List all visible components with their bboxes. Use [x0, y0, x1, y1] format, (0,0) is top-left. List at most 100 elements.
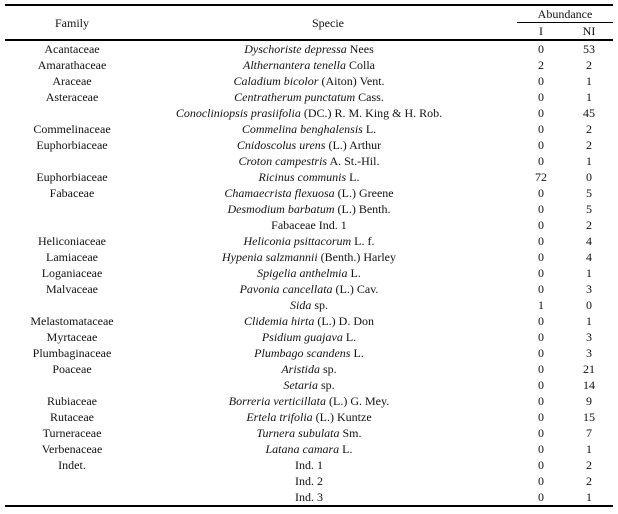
table-row: Indet. Ind. 1 0 2 — [5, 457, 613, 473]
abundance-i-cell: 0 — [538, 266, 544, 280]
abundance-i-cell: 0 — [538, 410, 544, 424]
abundance-ni-cell: 1 — [586, 266, 592, 280]
species-authority: Sm. — [339, 426, 362, 440]
species-authority: L. — [350, 346, 364, 360]
specie-cell: Althernantera tenella Colla — [139, 57, 517, 73]
abundance-ni-cell: 3 — [586, 346, 592, 360]
species-scientific-name: Pavonia cancellata — [239, 282, 333, 296]
specie-cell: Heliconia psittacorum L. f. — [139, 233, 517, 249]
specie-cell: Hypenia salzmannii (Benth.) Harley — [139, 249, 517, 265]
abundance-ni-cell: 0 — [586, 170, 592, 184]
species-scientific-name: Althernantera tenella — [243, 58, 346, 72]
abundance-i-cell: 0 — [538, 122, 544, 136]
specie-cell: Desmodium barbatum (L.) Benth. — [139, 201, 517, 217]
table-row: Ind. 3 0 1 — [5, 489, 613, 506]
specie-cell: Turnera subulata Sm. — [139, 425, 517, 441]
species-scientific-name: Latana camara — [265, 442, 340, 456]
species-abundance-table: Family Specie Abundance I NI Acantaceae D… — [5, 4, 613, 507]
table-row: Verbenaceae Latana camara L. 0 1 — [5, 441, 613, 457]
header-row-sub: I NI — [5, 23, 613, 41]
species-scientific-name: Ricinus communis — [258, 170, 347, 184]
abundance-ni-cell: 4 — [586, 250, 592, 264]
abundance-i-cell: 0 — [538, 186, 544, 200]
abundance-ni-cell: 1 — [586, 154, 592, 168]
abundance-i-cell: 0 — [538, 106, 544, 120]
species-scientific-name: Ertela trifolia — [246, 410, 313, 424]
table-row: Rutaceae Ertela trifolia (L.) Kuntze 0 15 — [5, 409, 613, 425]
specie-cell: Borreria verticillata (L.) G. Mey. — [139, 393, 517, 409]
species-authority: sp. — [311, 298, 328, 312]
family-cell: Acantaceae — [44, 42, 100, 56]
species-authority: (L.) Cav. — [332, 282, 379, 296]
abundance-ni-cell: 4 — [586, 234, 592, 248]
abundance-ni-cell: 21 — [583, 362, 595, 376]
family-cell: Turneraceae — [42, 426, 102, 440]
table-header: Family Specie Abundance I NI — [5, 5, 613, 40]
family-cell — [5, 489, 139, 506]
specie-cell: Conocliniopsis prasiifolia (DC.) R. M. K… — [139, 105, 517, 121]
species-authority: (DC.) R. M. King & H. Rob. — [300, 106, 443, 120]
abundance-i-cell: 0 — [538, 282, 544, 296]
species-authority: (L.) Benth. — [334, 202, 391, 216]
specie-cell: Centratherum punctatum Cass. — [139, 89, 517, 105]
species-authority: (Aiton) Vent. — [318, 74, 385, 88]
table-row: Heliconiaceae Heliconia psittacorum L. f.… — [5, 233, 613, 249]
table-row: Poaceae Aristida sp. 0 21 — [5, 361, 613, 377]
specie-cell: Ind. 3 — [139, 489, 517, 506]
species-scientific-name: Conocliniopsis prasiifolia — [175, 106, 301, 120]
abundance-i-cell: 2 — [538, 58, 544, 72]
abundance-i-cell: 0 — [538, 154, 544, 168]
abundance-i-cell: 72 — [535, 170, 547, 184]
family-cell: Euphorbiaceae — [36, 138, 108, 152]
species-authority: Colla — [345, 58, 375, 72]
abundance-i-cell: 0 — [538, 442, 544, 456]
abundance-ni-cell: 1 — [586, 442, 592, 456]
family-cell: Plumbaginaceae — [32, 346, 112, 360]
family-cell: Commelinaceae — [33, 122, 111, 136]
species-scientific-name: Borreria verticillata — [228, 394, 326, 408]
specie-cell: Chamaecrista flexuosa (L.) Greene — [139, 185, 517, 201]
family-cell: Fabaceae — [49, 186, 95, 200]
species-authority: sp. — [318, 378, 335, 392]
species-authority: L. f. — [351, 234, 375, 248]
abundance-ni-cell: 2 — [586, 122, 592, 136]
family-cell: Heliconiaceae — [38, 234, 106, 248]
table-row: Melastomataceae Clidemia hirta (L.) D. Do… — [5, 313, 613, 329]
abundance-i-cell: 0 — [538, 394, 544, 408]
col-header-specie: Specie — [312, 15, 344, 30]
species-authority: L. — [342, 330, 357, 344]
species-scientific-name: Aristida — [281, 362, 320, 376]
specie-cell: Psidium guajava L. — [139, 329, 517, 345]
species-scientific-name: Centratherum punctatum — [234, 90, 356, 104]
abundance-i-cell: 0 — [538, 426, 544, 440]
header-row-top: Family Specie Abundance — [5, 5, 613, 30]
family-cell: Indet. — [58, 458, 86, 472]
specie-cell: Ricinus communis L. — [139, 169, 517, 185]
species-scientific-name: Croton campestris — [238, 154, 328, 168]
family-cell — [5, 473, 139, 489]
abundance-ni-cell: 3 — [586, 282, 592, 296]
family-cell — [5, 297, 139, 313]
abundance-i-cell: 0 — [538, 90, 544, 104]
abundance-i-cell: 0 — [538, 218, 544, 232]
family-cell: Rubiaceae — [47, 394, 97, 408]
table-row: Euphorbiaceae Ricinus communis L. 72 0 — [5, 169, 613, 185]
abundance-i-cell: 0 — [538, 234, 544, 248]
family-cell: Euphorbiaceae — [36, 170, 108, 184]
species-scientific-name: Heliconia psittacorum — [243, 234, 352, 248]
family-cell — [5, 201, 139, 217]
table-row: Amarathaceae Althernantera tenella Colla 2… — [5, 57, 613, 73]
abundance-ni-cell: 53 — [583, 42, 595, 56]
abundance-ni-cell: 2 — [586, 474, 592, 488]
specie-cell: Commelina benghalensis L. — [139, 121, 517, 137]
abundance-ni-cell: 15 — [583, 410, 595, 424]
family-cell: Araceae — [52, 74, 92, 88]
table-row: Fabaceae Chamaecrista flexuosa (L.) Green… — [5, 185, 613, 201]
species-authority: L. — [346, 170, 360, 184]
species-authority: (L.) Arthur — [325, 138, 382, 152]
family-cell: Verbenaceae — [41, 442, 103, 456]
family-cell: Malvaceae — [46, 282, 98, 296]
specie-cell: Sida sp. — [139, 297, 517, 313]
species-authority: L. — [362, 122, 377, 136]
abundance-ni-cell: 1 — [586, 314, 592, 328]
